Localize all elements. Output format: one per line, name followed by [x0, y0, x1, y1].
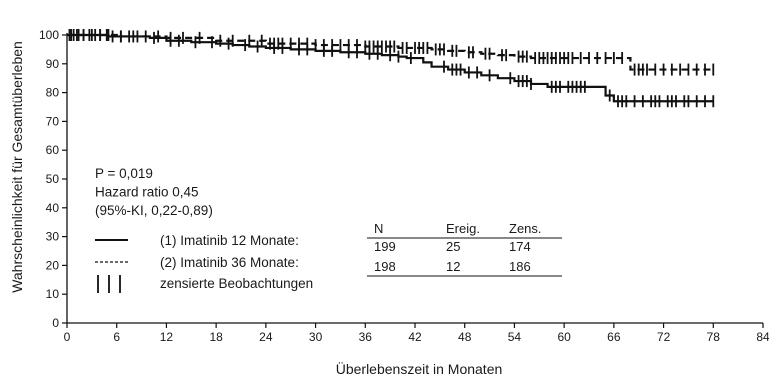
x-tick-label: 24 — [259, 330, 273, 344]
table-header: N — [374, 221, 383, 236]
y-tick-label: 50 — [46, 172, 60, 186]
x-tick-label: 48 — [458, 330, 472, 344]
table-header: Ereig. — [446, 221, 480, 236]
x-tick-label: 12 — [160, 330, 174, 344]
x-tick-label: 66 — [607, 330, 621, 344]
legend-label: zensierte Beobachtungen — [160, 276, 313, 291]
legend: (1) Imatinib 12 Monate: (2) Imatinib 36 M… — [95, 233, 313, 293]
y-tick-label: 0 — [52, 316, 59, 330]
table-cell: 12 — [446, 259, 460, 274]
counts-table: N Ereig. Zens. 199 25 174 198 12 186 — [367, 221, 562, 277]
x-tick-label: 6 — [113, 330, 120, 344]
annotation-line: P = 0,019 — [95, 166, 153, 181]
annotation-line: Hazard ratio 0,45 — [95, 185, 199, 200]
x-tick-label: 36 — [359, 330, 373, 344]
table-header: Zens. — [509, 221, 542, 236]
x-tick-label: 78 — [707, 330, 721, 344]
x-tick-label: 18 — [209, 330, 223, 344]
x-tick-label: 42 — [408, 330, 422, 344]
legend-label: (1) Imatinib 12 Monate: — [160, 233, 299, 248]
axes: 0 10 20 30 40 50 60 70 80 90 100 0 6 12 18 24 30 36 42 48 54… — [9, 28, 769, 377]
y-tick-label: 100 — [39, 28, 59, 42]
y-tick-label: 80 — [46, 86, 60, 100]
table-cell: 174 — [509, 239, 531, 254]
table-cell: 186 — [509, 259, 531, 274]
legend-label: (2) Imatinib 36 Monate: — [160, 255, 299, 270]
y-tick-label: 90 — [46, 57, 60, 71]
x-tick-label: 84 — [756, 330, 769, 344]
x-tick-label: 30 — [309, 330, 323, 344]
x-axis-title: Überlebenszeit in Monaten — [336, 360, 503, 377]
table-cell: 198 — [374, 259, 396, 274]
table-cell: 199 — [374, 239, 396, 254]
x-tick-label: 54 — [508, 330, 522, 344]
survival-curves — [67, 29, 715, 108]
x-tick-label: 72 — [657, 330, 671, 344]
series-12-months-line — [67, 33, 714, 103]
x-tick-label: 0 — [64, 330, 71, 344]
y-tick-label: 40 — [46, 201, 60, 215]
y-tick-label: 60 — [46, 143, 60, 157]
annotation-line: (95%-KI, 0,22-0,89) — [95, 203, 213, 218]
x-tick-label: 60 — [557, 330, 571, 344]
y-axis-title: Wahrscheinlichkeit für Gesamtüberleben — [9, 41, 25, 293]
table-cell: 25 — [446, 239, 460, 254]
y-tick-label: 70 — [46, 114, 60, 128]
y-tick-label: 10 — [46, 287, 60, 301]
y-tick-label: 30 — [46, 230, 60, 244]
statistics-annotation: P = 0,019 Hazard ratio 0,45 (95%-KI, 0,22-… — [95, 166, 213, 218]
y-tick-label: 20 — [46, 258, 60, 272]
